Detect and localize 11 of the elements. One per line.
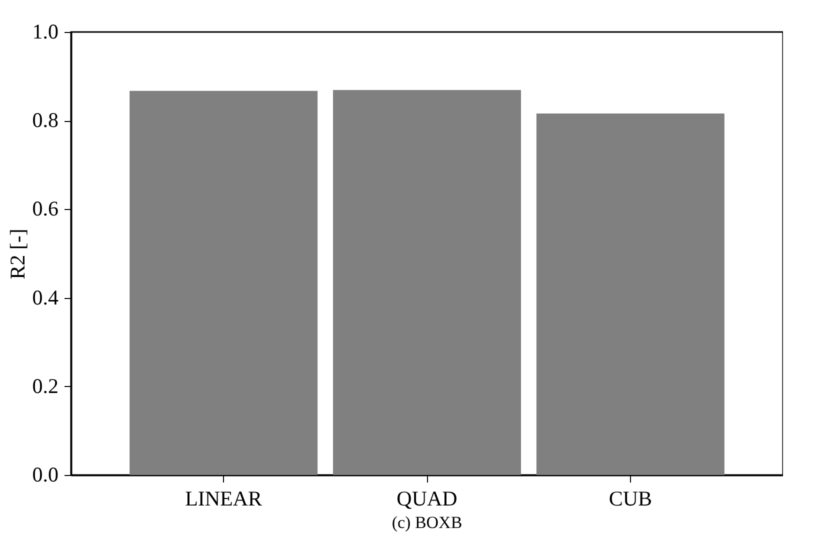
x-tick-label: LINEAR: [185, 486, 262, 510]
y-tick-label: 0.2: [32, 374, 58, 398]
y-tick-label: 0.0: [32, 462, 58, 486]
y-tick-label: 1.0: [32, 20, 58, 44]
y-axis-title: R2 [-]: [5, 228, 30, 280]
y-tick-label: 0.8: [32, 108, 58, 132]
y-tick-label: 0.6: [32, 196, 58, 221]
y-tick-label: 0.4: [32, 285, 59, 310]
x-tick-label: CUB: [608, 486, 652, 510]
text: (c) BOXB: [392, 513, 462, 532]
x-tick-label: QUAD: [396, 486, 458, 510]
